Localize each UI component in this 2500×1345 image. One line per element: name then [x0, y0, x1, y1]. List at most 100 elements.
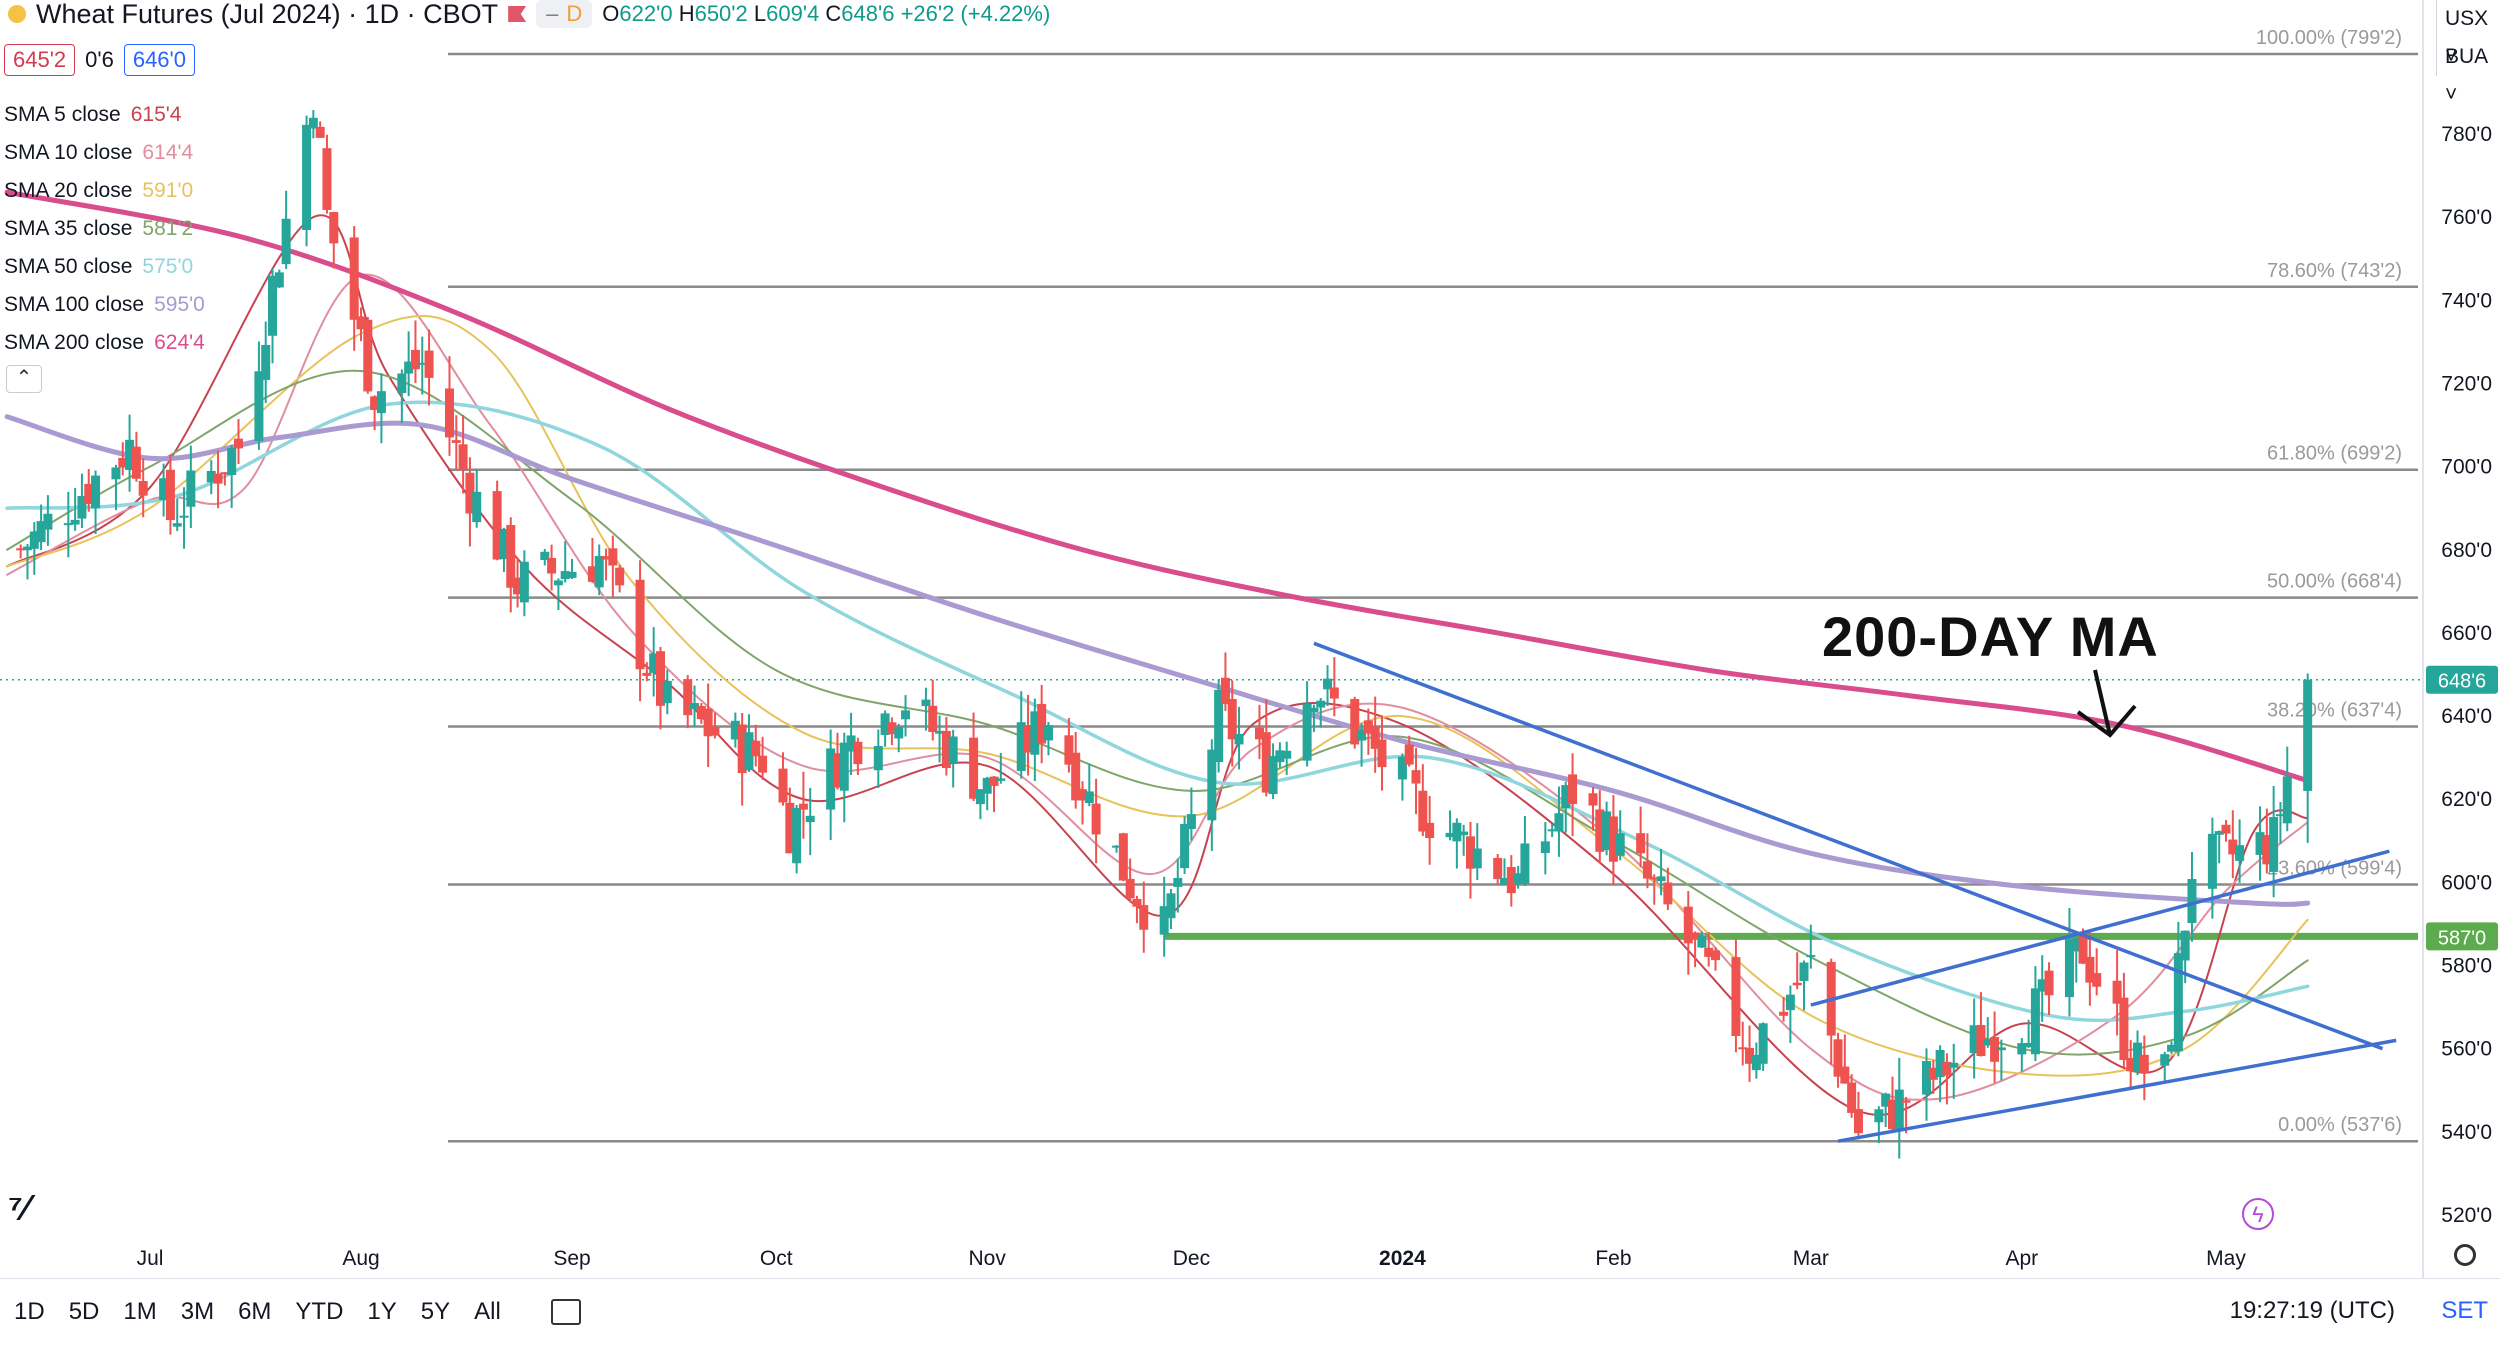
gear-icon[interactable]: [2454, 1244, 2476, 1266]
candle-body: [798, 803, 808, 810]
time-tick-label: 2024: [1379, 1247, 1426, 1270]
candle-body: [1792, 982, 1802, 986]
candle-body: [1077, 789, 1087, 801]
range-button-3m[interactable]: 3M: [180, 1298, 215, 1325]
candle-body: [601, 556, 611, 560]
candle-body: [1445, 832, 1455, 838]
legend-row[interactable]: SMA 20 close 591'0: [4, 172, 205, 210]
candle-body: [1452, 822, 1462, 842]
candle-body: [1758, 1023, 1768, 1064]
range-button-1d[interactable]: 1D: [14, 1298, 45, 1325]
candle-body: [206, 470, 216, 483]
ask-price[interactable]: 646'0: [123, 44, 195, 76]
candle-body: [213, 473, 223, 484]
collapse-legend-button[interactable]: ⌃: [6, 365, 42, 393]
candle-body: [1493, 857, 1503, 880]
bid-price[interactable]: 645'2: [4, 44, 76, 76]
indicator-value: 624'4: [154, 331, 205, 354]
bid-ask: 645'2 0'6 646'0: [4, 44, 195, 76]
indicator-name: SMA 200 close: [4, 331, 145, 354]
candle-body: [1016, 722, 1026, 771]
candle-body: [1329, 687, 1339, 699]
calendar-icon[interactable]: [550, 1299, 581, 1325]
candle-body: [880, 713, 890, 735]
range-button-1y[interactable]: 1Y: [367, 1298, 397, 1325]
candle-body: [2119, 997, 2129, 1061]
settings-set-button[interactable]: SET: [2441, 1297, 2488, 1324]
candle-body: [1683, 906, 1693, 944]
fib-label: 0.00% (537'6): [2278, 1114, 2402, 1136]
fib-label: 61.80% (699'2): [2267, 443, 2402, 465]
range-button-5d[interactable]: 5D: [68, 1298, 100, 1325]
candle-body: [2071, 938, 2081, 952]
lightning-icon[interactable]: ϟ: [2242, 1198, 2274, 1230]
range-button-ytd[interactable]: YTD: [295, 1298, 344, 1325]
candle-body: [832, 753, 842, 788]
candle-body: [1874, 1109, 1884, 1123]
candle-body: [696, 705, 706, 720]
flag-icon[interactable]: [508, 6, 527, 22]
trendline: [1810, 849, 2390, 1007]
candle-body: [2207, 833, 2217, 889]
candle-body: [138, 480, 148, 496]
candle-body: [322, 148, 332, 210]
candle-body: [1404, 744, 1414, 765]
candle-body: [1357, 729, 1367, 741]
candle-body: [349, 237, 359, 320]
range-button-6m[interactable]: 6M: [238, 1298, 272, 1325]
mode-badge[interactable]: – D: [536, 0, 593, 28]
indicator-value: 575'0: [142, 255, 194, 278]
candle-body: [1881, 1093, 1891, 1107]
currency-unit[interactable]: USX ˅: [2436, 0, 2500, 68]
currency-exchange[interactable]: BUA ˅: [2436, 38, 2500, 106]
legend-row[interactable]: SMA 10 close 614'4: [4, 134, 205, 172]
legend-row[interactable]: SMA 200 close 624'4: [4, 324, 205, 362]
candle-body: [2133, 1042, 2143, 1073]
candle-body: [363, 319, 373, 392]
candle-body: [1370, 726, 1380, 749]
candle-body: [975, 789, 985, 805]
candle-body: [370, 396, 380, 411]
candle-body: [1894, 1089, 1904, 1130]
time-tick-label: Apr: [2005, 1247, 2038, 1270]
candle-body: [1690, 932, 1700, 940]
legend-row[interactable]: SMA 100 close 595'0: [4, 286, 205, 324]
candle-body: [587, 566, 597, 582]
candle-body: [2064, 939, 2074, 998]
candle-body: [2303, 679, 2313, 791]
legend-row[interactable]: SMA 35 close 581'2: [4, 210, 205, 248]
candle-body: [268, 275, 278, 336]
candle-body: [451, 440, 461, 443]
range-button-5y[interactable]: 5Y: [420, 1298, 451, 1325]
candle-body: [744, 732, 754, 771]
chart-header: Wheat Futures (Jul 2024) · 1D · CBOT – D …: [0, 0, 1050, 29]
candle-body: [1254, 727, 1264, 740]
candle-body: [662, 680, 672, 704]
candle-body: [1847, 1082, 1857, 1113]
price-tick-label: 520'0: [2441, 1204, 2492, 1227]
candle-body: [1636, 833, 1646, 854]
candle-body: [1363, 720, 1373, 734]
sma100-line: [4, 414, 2311, 907]
candle-body: [1547, 829, 1557, 832]
tradingview-logo[interactable]: ⁷⁄: [8, 1187, 29, 1228]
candle-body: [1642, 861, 1652, 879]
range-button-all[interactable]: All: [474, 1298, 501, 1325]
legend-row[interactable]: SMA 5 close 615'4: [4, 96, 205, 134]
symbol-title[interactable]: Wheat Futures (Jul 2024) · 1D · CBOT: [36, 0, 499, 29]
candle-body: [989, 776, 999, 786]
candle-body: [1377, 739, 1387, 768]
range-button-1m[interactable]: 1M: [123, 1298, 157, 1325]
candle-body: [540, 551, 550, 561]
candle-body: [1704, 947, 1714, 957]
candle-body: [710, 727, 720, 736]
candle-body: [186, 470, 196, 507]
candle-body: [826, 748, 836, 810]
candle-body: [805, 815, 815, 823]
candle-body: [492, 491, 502, 560]
candle-body: [2126, 1057, 2136, 1072]
candle-body: [404, 361, 414, 374]
legend-row[interactable]: SMA 50 close 575'0: [4, 248, 205, 286]
bottom-toolbar: 1D 5D 1M 3M 6M YTD 1Y 5Y All 19:27:19 (UTC) SET: [0, 1278, 2500, 1345]
